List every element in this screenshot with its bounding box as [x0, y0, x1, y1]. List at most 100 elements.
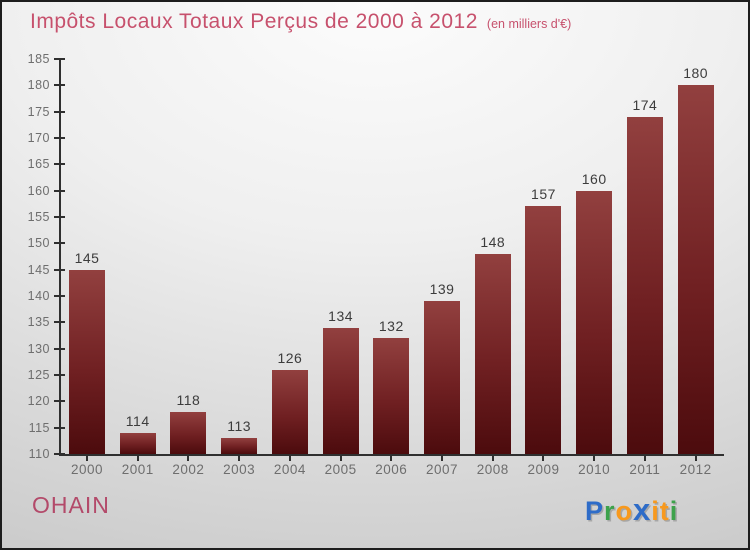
chart-subtitle: (en milliers d'€)	[486, 17, 572, 31]
x-axis-tick	[390, 456, 393, 461]
y-axis-tick-label: 120	[27, 394, 50, 409]
x-axis-tick	[593, 456, 596, 461]
x-axis-year-label: 2011	[629, 462, 661, 477]
x-axis-tick	[643, 456, 646, 461]
x-axis-tick	[288, 456, 291, 461]
bar-value-label: 160	[581, 170, 607, 187]
y-axis-tick	[54, 163, 65, 166]
x-axis-year-label: 2004	[273, 462, 306, 477]
y-axis-tick	[54, 268, 65, 271]
chart-header: Impôts Locaux Totaux Perçus de 2000 à 20…	[30, 10, 571, 34]
chart-title: Impôts Locaux Totaux Perçus de 2000 à 20…	[30, 10, 478, 33]
y-axis-tick-label: 160	[27, 183, 50, 198]
y-axis-tick-label: 165	[27, 157, 50, 172]
bar-value-label: 139	[429, 281, 455, 298]
logo-letter-t-5: t	[659, 496, 670, 526]
y-axis-tick	[54, 137, 65, 139]
y-axis-tick-label: 110	[28, 447, 50, 461]
x-axis-line	[59, 454, 724, 456]
x-axis-tick	[491, 456, 494, 461]
x-axis-year-label: 2002	[172, 462, 205, 477]
bar-value-label: 180	[683, 65, 709, 82]
y-axis-tick-label: 145	[27, 262, 50, 277]
bar-2011	[626, 116, 663, 454]
logo-letter-x-3: x	[633, 492, 652, 527]
bar-value-label: 145	[74, 249, 100, 266]
bar-value-label: 113	[227, 418, 252, 435]
x-axis-tick	[238, 456, 241, 461]
y-axis-tick-label: 180	[27, 78, 50, 93]
y-axis-tick-label: 175	[27, 104, 50, 119]
bar-2009	[525, 206, 562, 454]
x-axis-year-label: 2006	[375, 462, 408, 477]
logo-letter-i-4: i	[651, 496, 660, 526]
bar-value-label: 132	[378, 318, 404, 335]
x-axis-tick	[339, 456, 342, 461]
bar-value-label: 148	[480, 233, 506, 250]
y-axis-tick	[54, 242, 65, 245]
bar-2006	[373, 338, 410, 454]
y-axis-tick-label: 140	[27, 289, 50, 303]
y-axis-tick-label: 115	[28, 420, 50, 435]
bar-2003	[221, 438, 258, 454]
bar-value-label: 157	[531, 186, 556, 203]
y-axis-tick-label: 125	[27, 368, 50, 382]
y-axis-tick	[54, 321, 65, 324]
x-axis-year-label: 2009	[527, 462, 560, 477]
bar-2002	[170, 411, 207, 454]
bar-value-label: 126	[277, 349, 303, 366]
x-axis-tick	[694, 456, 697, 461]
proxiti-logo: Proxiti	[585, 492, 678, 528]
x-axis-year-label: 2001	[121, 462, 154, 477]
logo-letter-i-6: i	[669, 496, 679, 526]
x-axis-tick	[187, 456, 190, 461]
x-axis-tick	[542, 456, 545, 461]
bar-value-label: 174	[632, 96, 658, 113]
y-axis-tick	[54, 347, 65, 350]
x-axis-year-label: 2005	[324, 462, 357, 477]
bar-2007	[424, 301, 461, 454]
y-axis-tick	[54, 110, 65, 113]
y-axis-tick	[54, 400, 65, 403]
x-axis-tick	[136, 456, 139, 461]
logo-letter-P-0: P	[585, 496, 605, 526]
bar-2000	[69, 269, 105, 454]
bar-value-label: 118	[176, 391, 201, 408]
bar-2012	[677, 85, 714, 454]
y-axis-tick	[54, 58, 65, 60]
y-axis-tick-label: 170	[27, 131, 50, 145]
x-axis-year-label: 2010	[578, 462, 611, 477]
y-axis-tick	[54, 374, 65, 376]
x-axis-year-label: 2012	[679, 462, 712, 477]
bar-2004	[271, 369, 308, 454]
y-axis-tick-label: 185	[27, 52, 50, 66]
x-axis-tick	[86, 456, 88, 461]
logo-letter-r-1: r	[604, 496, 616, 526]
x-axis-tick	[441, 456, 444, 461]
y-axis-tick-label: 130	[27, 341, 50, 356]
y-axis-tick	[54, 189, 65, 192]
y-axis-tick	[54, 453, 65, 455]
y-axis-tick	[54, 84, 65, 87]
bar-value-label: 114	[125, 412, 150, 429]
y-axis-tick-label: 135	[27, 315, 50, 330]
y-axis-line	[59, 59, 61, 456]
bar-2005	[322, 327, 359, 454]
logo-letter-o-2: o	[615, 496, 634, 526]
bar-value-label: 134	[328, 307, 354, 324]
x-axis-year-label: 2003	[223, 462, 256, 477]
bar-2008	[474, 253, 511, 454]
location-label: OHAIN	[32, 492, 110, 518]
y-axis-tick	[54, 216, 65, 218]
y-axis-tick-label: 150	[27, 236, 50, 251]
bar-2001	[119, 432, 156, 454]
x-axis-year-label: 2008	[476, 462, 509, 477]
y-axis-tick	[54, 426, 65, 429]
y-axis-tick-label: 155	[27, 210, 50, 224]
x-axis-year-label: 2007	[426, 462, 459, 477]
bar-2010	[576, 190, 613, 454]
x-axis-year-label: 2000	[70, 462, 104, 477]
y-axis-tick	[54, 295, 65, 297]
